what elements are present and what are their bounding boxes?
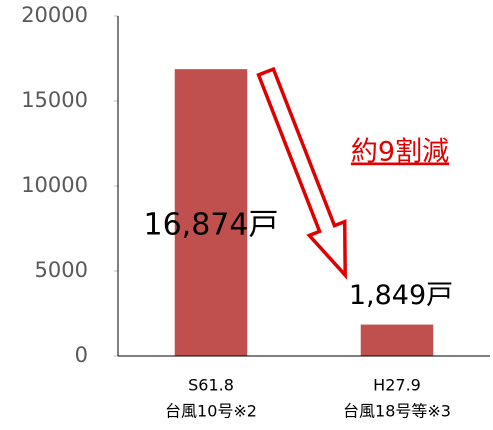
annotation: 約9割減 (351, 137, 449, 168)
y-tick-label: 20000 (21, 3, 88, 27)
y-tick-label: 5000 (35, 258, 88, 282)
y-tick-label: 10000 (21, 173, 88, 197)
x-tick-label: H27.9 (373, 376, 421, 395)
bar (174, 69, 248, 356)
y-tick-label: 0 (75, 343, 88, 367)
bar (360, 324, 434, 356)
value-label: 16,874戸 (144, 208, 279, 243)
decrease-arrow (256, 66, 347, 280)
x-tick-label: 台風10号※2 (165, 402, 257, 421)
x-tick-label: 台風18号等※3 (343, 402, 451, 421)
value-label: 1,849戸 (349, 280, 453, 311)
y-tick-label: 15000 (21, 88, 88, 112)
x-tick-label: S61.8 (188, 376, 234, 395)
